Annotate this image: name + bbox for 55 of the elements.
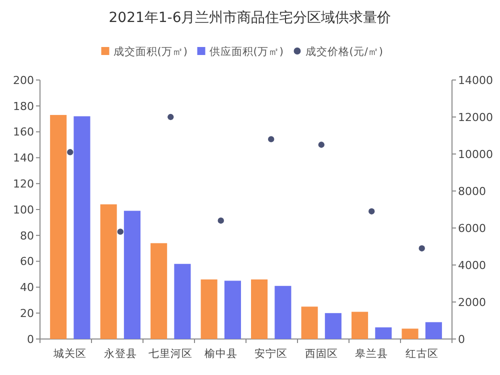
x-tick-label: 榆中县	[204, 347, 238, 360]
bar	[301, 306, 318, 339]
bar	[100, 204, 117, 339]
x-tick-label: 西固区	[304, 348, 338, 360]
y2-tick-label: 4000	[458, 258, 486, 272]
y-tick-label: 160	[13, 126, 34, 139]
y-tick-label: 100	[13, 203, 34, 216]
bar	[425, 322, 442, 339]
bar	[124, 210, 140, 339]
x-tick-label: 红古区	[405, 347, 438, 360]
y2-tick-label: 10000	[458, 148, 493, 161]
point	[168, 114, 174, 120]
y2-tick-label: 12000	[458, 110, 493, 124]
bar	[150, 243, 168, 339]
legend-label: 成交面积(万㎡)	[113, 45, 188, 58]
y-tick-label: 60	[20, 255, 34, 268]
x-tick-label: 安宁区	[254, 347, 288, 360]
point	[218, 218, 224, 224]
y-tick-label: 120	[13, 177, 34, 190]
bar	[174, 264, 191, 339]
point	[268, 136, 274, 142]
y2-tick-label: 8000	[458, 184, 486, 198]
y2-tick-label: 6000	[458, 222, 486, 235]
bar	[200, 279, 218, 339]
x-tick-label: 七里河区	[148, 347, 193, 360]
bar	[274, 286, 292, 339]
y2-tick-label: 2000	[458, 296, 486, 309]
y2-tick-label: 0	[458, 332, 465, 346]
bar	[50, 114, 67, 339]
point	[418, 245, 425, 252]
chart-title: 2021年1-6月兰州市商品住宅分区域供求量价	[108, 10, 392, 26]
y-tick-label: 180	[13, 100, 34, 113]
y-tick-label: 80	[20, 229, 34, 242]
point	[368, 208, 375, 214]
y-tick-label: 20	[20, 306, 34, 320]
x-tick-label: 皋兰县	[355, 347, 388, 360]
y-tick-label: 0	[27, 332, 34, 346]
legend-label: 供应面积(万㎡)	[209, 45, 284, 58]
legend-label: 成交价格(元/㎡)	[305, 45, 383, 58]
bar	[402, 328, 418, 339]
y-tick-label: 140	[13, 152, 34, 165]
point	[318, 142, 324, 148]
bar	[224, 280, 241, 339]
y-tick-label: 40	[20, 281, 34, 294]
bar	[324, 313, 342, 339]
bar	[74, 116, 90, 339]
point	[67, 149, 74, 156]
y2-tick-label: 14000	[458, 74, 493, 87]
y-tick-label: 200	[13, 74, 34, 87]
bar	[251, 279, 268, 339]
x-tick-label: 城关区	[52, 347, 87, 360]
x-tick-label: 永登县	[104, 347, 137, 360]
bar	[375, 327, 392, 339]
point	[117, 228, 124, 235]
bar	[352, 312, 368, 339]
